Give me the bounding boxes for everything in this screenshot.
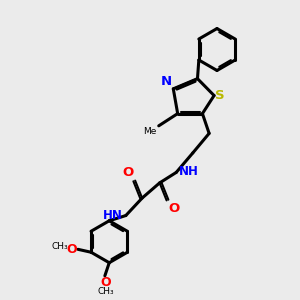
Text: Me: Me — [143, 127, 156, 136]
Text: S: S — [215, 89, 224, 102]
Text: N: N — [161, 75, 172, 88]
Text: O: O — [122, 167, 134, 179]
Text: HN: HN — [103, 209, 123, 222]
Text: NH: NH — [179, 165, 199, 178]
Text: CH₃: CH₃ — [51, 242, 68, 251]
Text: O: O — [168, 202, 180, 214]
Text: O: O — [67, 243, 77, 256]
Text: CH₃: CH₃ — [97, 287, 114, 296]
Text: O: O — [100, 276, 111, 289]
